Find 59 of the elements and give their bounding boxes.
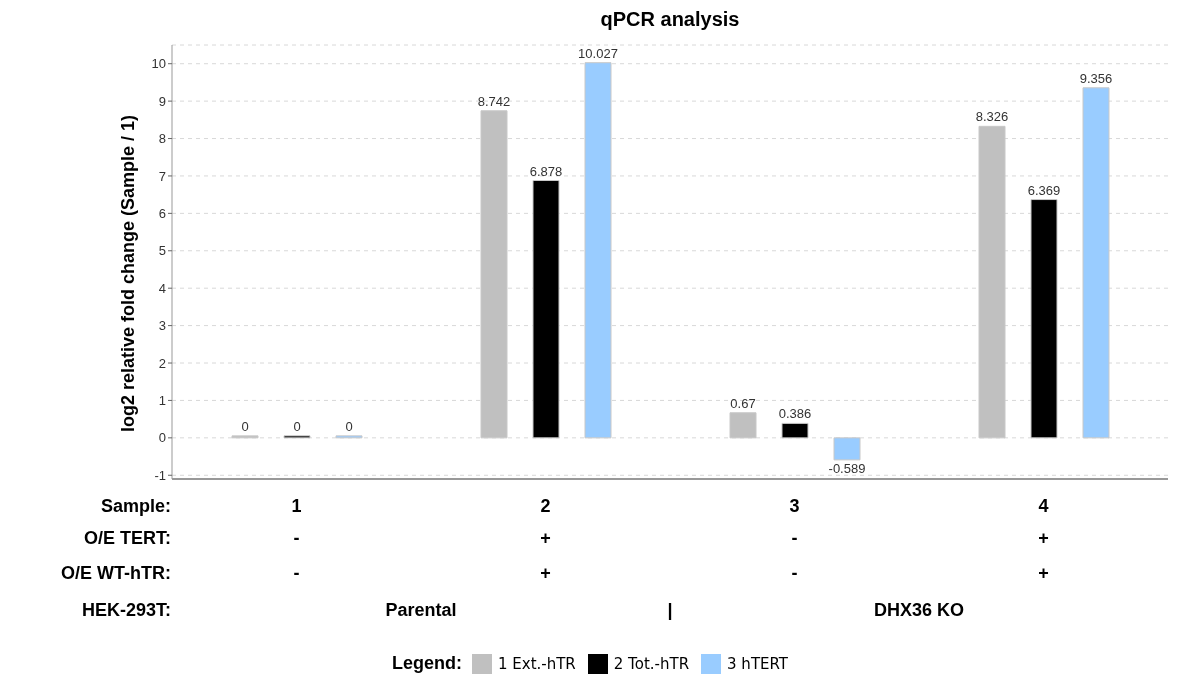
data-label: 0 <box>345 418 353 434</box>
data-label: 6.369 <box>1027 182 1061 198</box>
y-tick-label: 2 <box>158 355 166 371</box>
text: + <box>539 528 552 549</box>
text: - <box>790 528 799 549</box>
data-label: 0.386 <box>778 406 812 422</box>
text: Parental <box>384 600 458 621</box>
text: - <box>790 563 799 584</box>
legend-label: 1 Ext.-hTR <box>496 653 576 674</box>
y-tick-label: 9 <box>158 93 166 109</box>
text: + <box>1037 528 1050 549</box>
bar <box>480 110 508 439</box>
x-tick-label: 4 <box>1038 496 1049 516</box>
y-tick-label: 7 <box>158 168 166 184</box>
data-label: 6.878 <box>529 163 563 179</box>
x-tick-label: 1 <box>291 496 302 516</box>
bar <box>584 62 612 439</box>
y-tick-label: 10 <box>151 56 166 72</box>
y-tick-label: 4 <box>158 280 166 296</box>
x-axis-title: Sample: <box>99 496 171 517</box>
text: DHX36 KO <box>873 600 965 621</box>
data-label: 0.67 <box>730 395 756 411</box>
data-label: 0 <box>241 418 249 434</box>
x-tick-label: 2 <box>540 496 551 516</box>
bar <box>1082 87 1110 439</box>
legend-label: 2 Tot.-hTR <box>612 653 690 674</box>
y-tick-label: -1 <box>154 467 166 483</box>
text: - <box>292 528 301 549</box>
y-tick-label: 0 <box>158 430 166 446</box>
legend-label: 3 hTERT <box>726 653 789 674</box>
y-tick-label: 6 <box>158 205 166 221</box>
data-label: 9.356 <box>1079 70 1113 86</box>
bar <box>833 437 861 461</box>
data-label: 8.326 <box>975 109 1009 125</box>
text: O/E TERT: <box>83 528 171 549</box>
text: + <box>1037 563 1050 584</box>
bar <box>729 412 757 439</box>
bar <box>781 422 809 439</box>
y-tick-label: 8 <box>158 131 166 147</box>
x-tick-label: 3 <box>789 496 800 516</box>
y-tick-label: 3 <box>158 318 166 334</box>
bar <box>1030 199 1058 439</box>
text: + <box>539 563 552 584</box>
data-label: 10.027 <box>578 45 618 61</box>
text: - <box>292 563 301 584</box>
text: | <box>666 600 674 621</box>
bar <box>335 435 363 439</box>
bar <box>978 125 1006 439</box>
text: O/E WT-hTR: <box>60 563 171 584</box>
y-tick-label: 1 <box>158 393 166 409</box>
chart-title: qPCR analysis <box>599 8 741 31</box>
data-label: 8.742 <box>477 93 511 109</box>
y-axis-title: log2 relative fold change (Sample / 1) <box>118 114 139 432</box>
y-tick-label: 5 <box>158 243 166 259</box>
text: HEK-293T: <box>80 600 171 621</box>
legend-title: Legend: <box>391 653 462 674</box>
bar <box>532 180 560 439</box>
data-label: 0 <box>293 418 301 434</box>
data-label: -0.589 <box>828 460 866 476</box>
